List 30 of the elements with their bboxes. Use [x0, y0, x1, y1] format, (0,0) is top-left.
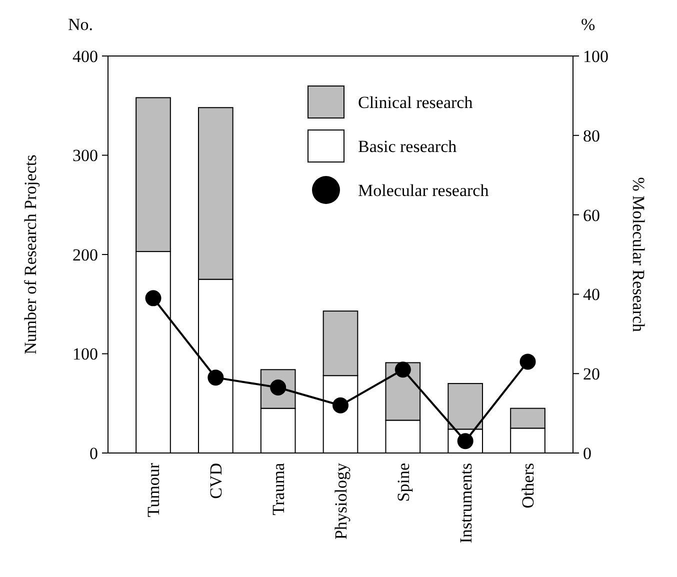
y-tick-label: 100 — [72, 344, 98, 364]
point — [208, 370, 224, 386]
y2-tick-label: 80 — [583, 126, 600, 146]
legend-label: Basic research — [358, 137, 458, 156]
y2-axis-title: % Molecular Research — [629, 177, 648, 332]
x-tick-label: Others — [518, 463, 538, 508]
y2-tick-label: 40 — [583, 285, 600, 304]
x-tick-label: Trauma — [269, 462, 288, 516]
y-axis-title: Number of Research Projects — [21, 154, 40, 354]
point — [332, 397, 348, 414]
y2-tick-label: 100 — [583, 46, 608, 66]
y-tick-label: 200 — [72, 245, 98, 264]
point — [394, 362, 411, 378]
text: No. — [68, 15, 94, 34]
y2-tick-label: 20 — [583, 364, 600, 384]
point — [520, 354, 536, 370]
y2-tick-label: 60 — [583, 206, 600, 225]
y2-tick-label: 0 — [583, 444, 592, 463]
y-tick-label: 0 — [90, 444, 98, 463]
y-tick-label: 400 — [72, 46, 98, 66]
x-tick-label: Spine — [394, 463, 413, 502]
y-tick-label: 300 — [72, 146, 98, 166]
legend-label: Molecular research — [358, 181, 490, 200]
legend-label: Clinical research — [358, 93, 474, 112]
x-tick-label: CVD — [206, 463, 226, 499]
x-tick-label: Tumour — [144, 462, 164, 518]
point — [145, 290, 162, 306]
text: % — [581, 15, 596, 34]
x-tick-label: Physiology — [331, 462, 350, 540]
x-tick-label: Instruments — [456, 463, 476, 544]
